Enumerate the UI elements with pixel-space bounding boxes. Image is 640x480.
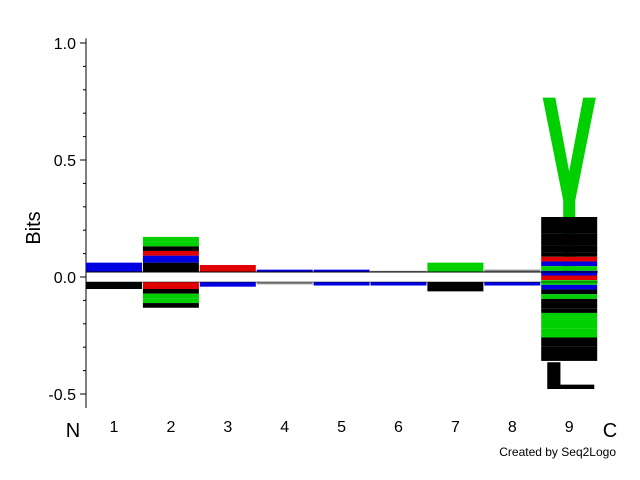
residue-mark (370, 270, 427, 272)
residue-mark (199, 282, 256, 287)
residue-mark (142, 250, 199, 256)
x-tick-label: 8 (508, 419, 517, 436)
residue-mark (541, 284, 598, 290)
residue-mark (541, 275, 598, 281)
stack-position-6 (370, 270, 427, 286)
residue-mark (541, 289, 598, 295)
y-tick-label: 1.0 (54, 36, 76, 53)
residue-mark (427, 282, 484, 292)
residue-mark (541, 270, 598, 276)
residue-mark (142, 236, 199, 242)
y-tick-label: 0.5 (54, 153, 76, 170)
stack-position-9: YL (541, 44, 598, 398)
residue-mark (541, 245, 598, 253)
stack-position-8 (484, 269, 541, 286)
x-tick-label: 9 (565, 419, 574, 436)
residue-mark (427, 262, 484, 272)
residue-mark (142, 262, 199, 272)
residue-mark (541, 319, 598, 329)
residue-mark (142, 282, 199, 290)
stack-position-1 (86, 262, 142, 290)
residue-mark (541, 233, 598, 246)
y-axis-title: Bits (23, 211, 45, 244)
x-tick-label: 6 (394, 419, 403, 436)
residue-glyph: L (541, 354, 597, 398)
credit-text: Created by Seq2Logo (499, 445, 616, 459)
residue-mark (541, 252, 598, 257)
residue-mark (86, 262, 142, 272)
residue-mark (541, 266, 598, 271)
residue-mark (484, 269, 541, 272)
residue-mark (541, 346, 598, 361)
stack-position-7 (427, 262, 484, 292)
residue-mark (313, 282, 370, 286)
residue-mark (142, 246, 199, 251)
residue-mark (541, 298, 598, 309)
residue-mark (142, 255, 199, 263)
residue-mark (541, 217, 598, 234)
residue-mark (541, 308, 598, 313)
y-tick-label: -0.5 (48, 387, 76, 404)
residue-mark (142, 298, 199, 304)
residue-mark (256, 269, 313, 272)
c-terminus-label: C (603, 420, 617, 442)
y-tick-label: 0.0 (54, 270, 76, 287)
x-tick-label: 4 (280, 419, 289, 436)
residue-mark (199, 264, 256, 272)
x-tick-label: 5 (337, 419, 346, 436)
x-axis: 1 2 3 4 5 6 7 8 9 (110, 419, 574, 436)
x-tick-label: 1 (110, 419, 119, 436)
residue-mark (370, 282, 427, 286)
residue-mark (142, 289, 199, 294)
residue-mark (541, 328, 598, 338)
residue-mark (142, 293, 199, 299)
residue-mark (256, 282, 313, 285)
n-terminus-label: N (66, 420, 80, 442)
residue-mark (541, 256, 598, 262)
stack-position-3 (199, 264, 256, 287)
residue-mark (541, 294, 598, 299)
residue-mark (541, 261, 598, 267)
stack-position-5 (313, 269, 370, 286)
x-tick-label: 2 (166, 419, 175, 436)
residue-mark (313, 269, 370, 272)
residue-mark (142, 241, 199, 247)
logo-stacks: YL (86, 44, 598, 398)
y-axis: 1.0 0.5 0.0 -0.5 (48, 36, 87, 409)
x-tick-label: 3 (223, 419, 232, 436)
stack-position-4 (256, 269, 313, 285)
residue-mark (142, 303, 199, 308)
x-tick-label: 7 (451, 419, 460, 436)
residue-mark (541, 280, 598, 285)
residue-mark (541, 312, 598, 320)
residue-mark (86, 282, 142, 290)
residue-mark (484, 282, 541, 286)
stack-position-2 (142, 236, 199, 308)
residue-mark (541, 337, 598, 347)
